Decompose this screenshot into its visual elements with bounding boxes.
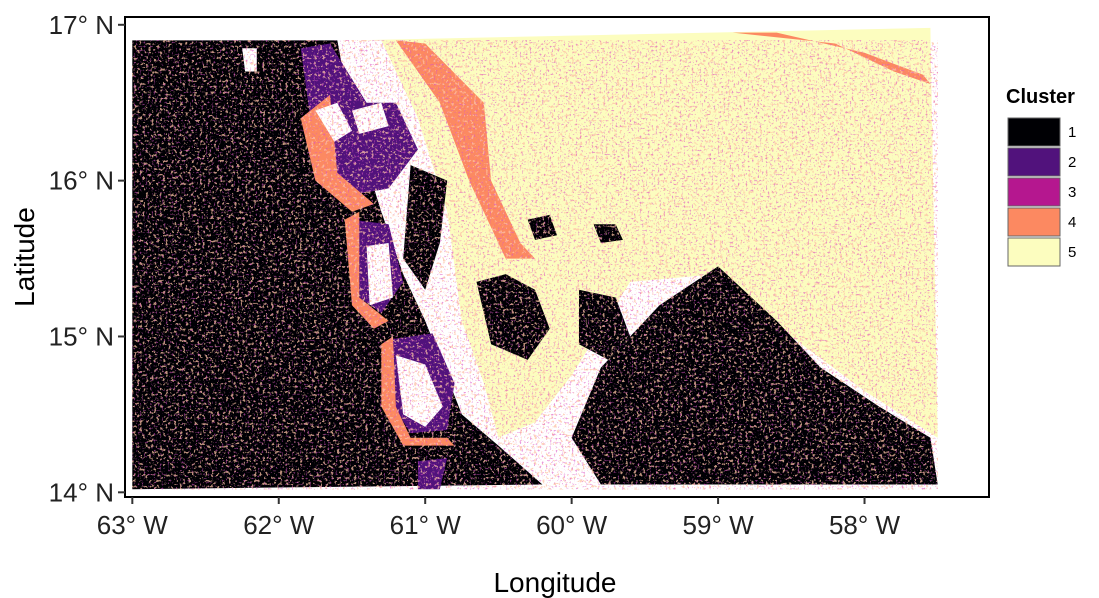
y-axis-title: Latitude <box>9 207 40 307</box>
y-tick-label: 15° N <box>49 321 114 351</box>
y-axis: 14° N 15° N 16° N 17° N <box>49 10 125 507</box>
legend-label-3: 3 <box>1068 184 1076 201</box>
legend-label-1: 1 <box>1068 124 1076 141</box>
speckle-cluster-3 <box>132 40 938 490</box>
x-tick-label: 59° W <box>683 510 755 540</box>
legend-swatch-1 <box>1007 117 1061 147</box>
y-tick-label: 16° N <box>49 166 114 196</box>
x-tick-label: 61° W <box>390 510 462 540</box>
legend-label-5: 5 <box>1068 244 1076 261</box>
legend-title: Cluster <box>1006 86 1075 108</box>
y-tick-label: 17° N <box>49 10 114 40</box>
legend: Cluster 1 2 3 4 5 <box>1006 86 1076 267</box>
legend-swatch-5 <box>1007 237 1061 267</box>
speckle-texture <box>132 40 938 490</box>
y-tick-label: 14° N <box>49 477 114 507</box>
legend-swatch-3 <box>1007 177 1061 207</box>
legend-swatch-2 <box>1007 147 1061 177</box>
x-tick-label: 62° W <box>243 510 315 540</box>
plot-area <box>124 16 990 498</box>
legend-label-2: 2 <box>1068 154 1076 171</box>
x-tick-label: 63° W <box>97 510 169 540</box>
x-axis-title: Longitude <box>493 567 616 598</box>
legend-swatch-4 <box>1007 207 1061 237</box>
x-tick-label: 58° W <box>829 510 901 540</box>
legend-label-4: 4 <box>1068 214 1076 231</box>
plot-frame <box>124 16 990 498</box>
x-axis: 63° W 62° W 61° W 60° W 59° W 58° W <box>97 497 901 540</box>
x-tick-label: 60° W <box>536 510 608 540</box>
